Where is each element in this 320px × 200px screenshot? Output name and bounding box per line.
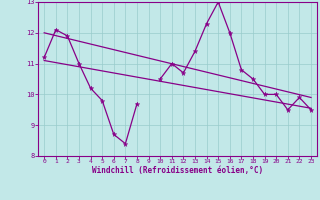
X-axis label: Windchill (Refroidissement éolien,°C): Windchill (Refroidissement éolien,°C) (92, 166, 263, 175)
